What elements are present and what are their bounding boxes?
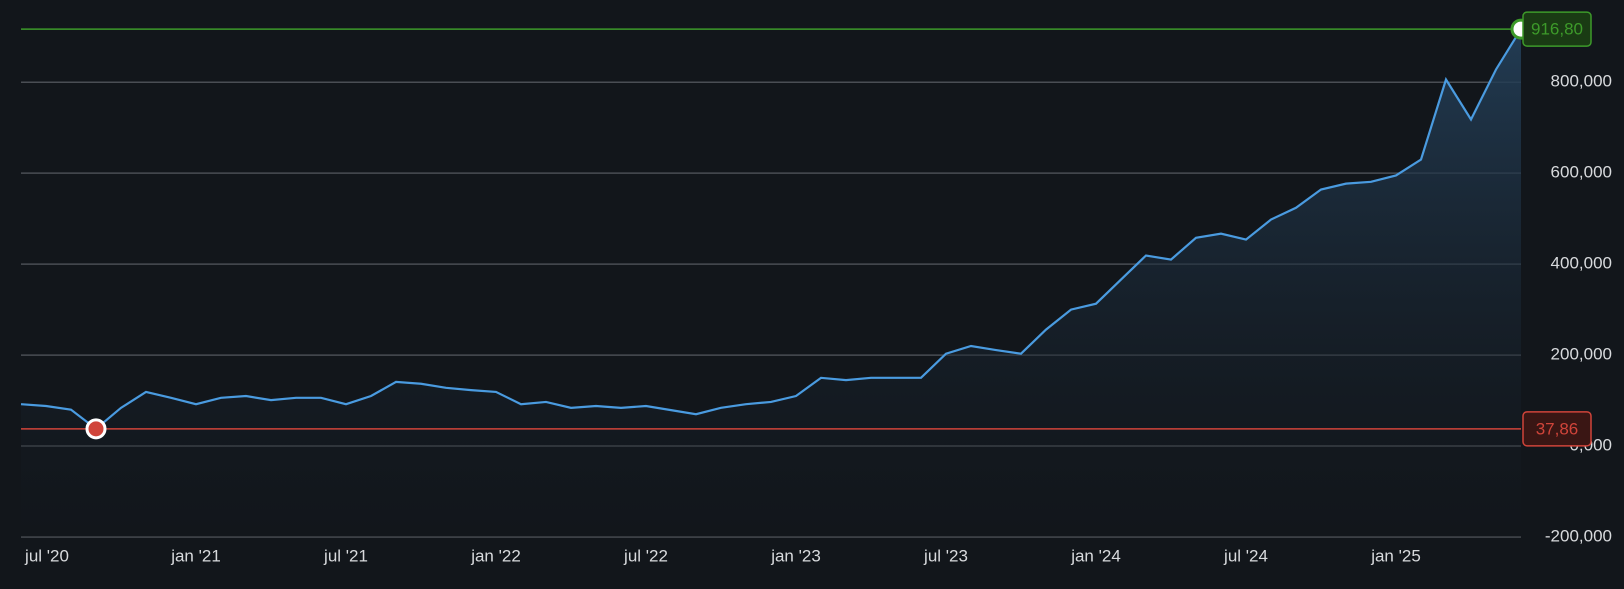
min-label: 37,86: [1536, 419, 1579, 438]
max-badge: [1522, 11, 1592, 47]
x-tick-label: jan '23: [770, 546, 821, 565]
x-tick-label: jan '21: [170, 546, 221, 565]
x-tick-label: jul '23: [923, 546, 968, 565]
x-tick-label: jul '20: [24, 546, 69, 565]
x-tick-label: jul '22: [623, 546, 668, 565]
x-tick-label: jan '24: [1070, 546, 1121, 565]
x-tick-label: jan '25: [1370, 546, 1421, 565]
min-marker: [85, 418, 107, 440]
y-tick-label: 400,000: [1551, 254, 1612, 273]
y-tick-label: 800,000: [1551, 72, 1612, 91]
line: [20, 28, 1522, 431]
y-tick-label: 200,000: [1551, 345, 1612, 364]
area: [21, 29, 1521, 537]
x-tick-label: jan '22: [470, 546, 521, 565]
y-tick-label: 600,000: [1551, 163, 1612, 182]
y-tick-label: -200,000: [1545, 526, 1612, 545]
max-label: 916,80: [1531, 20, 1583, 39]
min-badge: [1522, 411, 1592, 447]
x-tick-label: jul '21: [323, 546, 368, 565]
x-tick-label: jul '24: [1223, 546, 1268, 565]
